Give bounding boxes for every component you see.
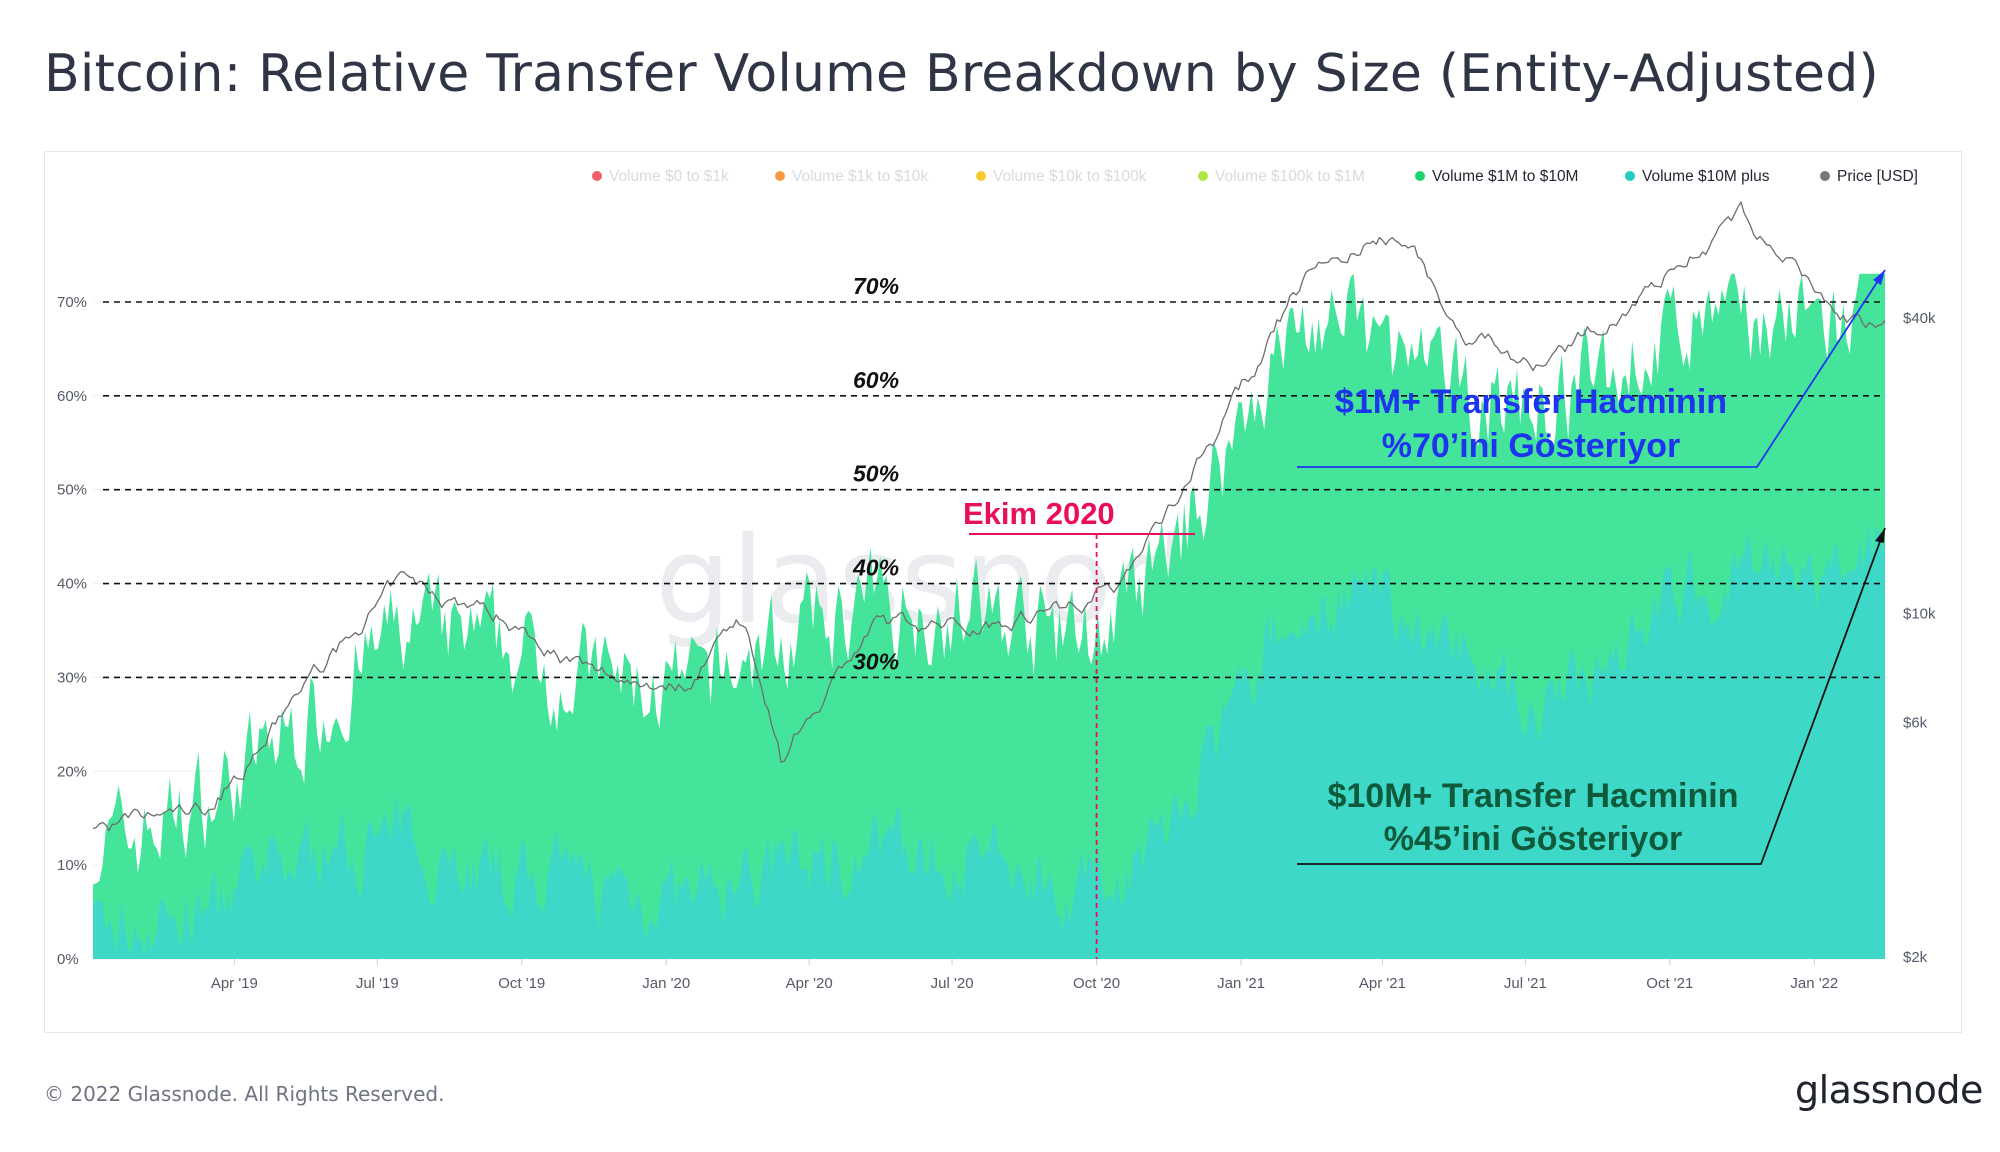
brand-logo: glassnode: [1795, 1068, 1983, 1112]
top-callout-line1: $1M+ Transfer Hacminin: [1335, 383, 1727, 421]
x-tick-label: Jul '21: [1504, 975, 1547, 992]
bottom-callout-arrowhead: [1875, 528, 1885, 543]
area-volume-10m-plus: [93, 523, 1885, 959]
legend-label: Volume $10k to $100k: [993, 168, 1147, 185]
y-tick-right: $40k: [1903, 310, 1936, 327]
top-callout-line2: %70’ini Gösteriyor: [1382, 427, 1681, 465]
legend-marker: [976, 171, 986, 181]
legend-item[interactable]: Volume $10M plus: [1625, 168, 1770, 185]
legend-label: Volume $10M plus: [1642, 168, 1770, 185]
y-tick-left: 0%: [57, 951, 79, 968]
legend-label: Volume $100k to $1M: [1215, 168, 1365, 185]
x-tick-label: Apr '20: [786, 975, 833, 992]
page-title: Bitcoin: Relative Transfer Volume Breakd…: [44, 44, 1879, 104]
chart: glassnode 70%60%50%40%30% 0%10%20%30%40%…: [57, 168, 1936, 992]
reference-label-60: 60%: [853, 367, 899, 393]
y-tick-right: $10k: [1903, 606, 1936, 623]
y-tick-left: 40%: [57, 576, 87, 593]
copyright: © 2022 Glassnode. All Rights Reserved.: [44, 1082, 445, 1106]
axes: 0% 10% 20% 30% 40% 50% 60% 70% $2k $6k $10k $40k Apr…: [57, 294, 1936, 992]
legend-label: Price [USD]: [1837, 168, 1918, 185]
legend-item[interactable]: Price [USD]: [1820, 168, 1918, 185]
x-tick-label: Jan '22: [1790, 975, 1838, 992]
y-tick-left: 30%: [57, 669, 87, 686]
bottom-callout-line1: $10M+ Transfer Hacminin: [1327, 777, 1738, 815]
reference-label-30: 30%: [853, 648, 899, 674]
chart-frame: glassnode 70% 60% 50% 40% 30% 0% 10% 20% 30% 40%…: [44, 151, 1962, 1033]
legend-marker: [1198, 171, 1208, 181]
ekim-2020-label: Ekim 2020: [963, 496, 1115, 531]
annotations: Ekim 2020 $1M+ Transfer Hacminin %70’ini G…: [963, 269, 1886, 959]
x-tick-label: Jul '19: [356, 975, 399, 992]
y-tick-left: 60%: [57, 388, 87, 405]
top-callout-arrowhead: [1873, 270, 1885, 285]
reference-label-50: 50%: [853, 461, 899, 487]
legend-item[interactable]: Volume $10k to $100k: [976, 168, 1147, 185]
legend-marker: [1625, 171, 1635, 181]
x-tick-label: Oct '20: [1073, 975, 1120, 992]
legend-item[interactable]: Volume $1k to $10k: [775, 168, 928, 185]
legend-marker: [1415, 171, 1425, 181]
x-tick-label: Jul '20: [931, 975, 974, 992]
x-tick-label: Apr '19: [211, 975, 258, 992]
top-callout-leader: [1297, 269, 1886, 468]
x-tick-label: Jan '20: [642, 975, 690, 992]
legend-item[interactable]: Volume $100k to $1M: [1198, 168, 1365, 185]
x-tick-label: Jan '21: [1217, 975, 1265, 992]
y-tick-right: $2k: [1903, 949, 1928, 966]
legend-item[interactable]: Volume $0 to $1k: [592, 168, 729, 185]
legend-marker: [775, 171, 785, 181]
y-tick-left: 50%: [57, 482, 87, 499]
x-tick-label: Oct '21: [1646, 975, 1693, 992]
reference-label-40: 40%: [852, 555, 899, 581]
legend-item[interactable]: Volume $1M to $10M: [1415, 168, 1578, 185]
areas: [93, 273, 1885, 959]
reference-lines: 70% 60% 50% 40% 30%: [103, 273, 1885, 679]
y-tick-left: 10%: [57, 857, 87, 874]
bottom-callout-line2: %45’ini Gösteriyor: [1384, 820, 1683, 858]
y-tick-left: 20%: [57, 763, 87, 780]
y-tick-right: $6k: [1903, 715, 1928, 732]
x-tick-label: Apr '21: [1359, 975, 1406, 992]
legend-label: Volume $1k to $10k: [792, 168, 928, 185]
reference-label-70: 70%: [853, 273, 899, 299]
x-tick-label: Oct '19: [498, 975, 545, 992]
legend-marker: [1820, 171, 1830, 181]
y-tick-left: 70%: [57, 294, 87, 311]
legend-label: Volume $0 to $1k: [609, 168, 729, 185]
legend-marker: [592, 171, 602, 181]
bottom-callout-leader: [1297, 527, 1886, 865]
legend[interactable]: Volume $0 to $1k Volume $1k to $10k Volume…: [592, 168, 1918, 185]
legend-label: Volume $1M to $10M: [1432, 168, 1578, 185]
